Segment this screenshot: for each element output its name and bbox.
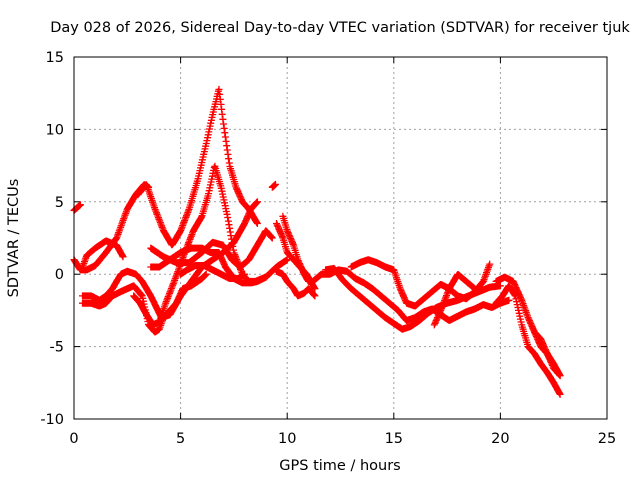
series-arc-7 [134,85,261,249]
series-arc-14 [279,212,312,285]
point-markers [273,267,319,300]
axis-ticks: 0 5 10 15 20 25 -10 -5 0 5 10 15 [40,50,616,447]
point-markers [147,227,276,271]
y-tick-label: -5 [50,340,64,356]
y-tick-label: 0 [55,267,64,283]
series-arc-10 [177,262,249,282]
series-arc-3 [79,237,127,271]
y-tick-label: 15 [46,50,64,66]
x-tick-label: 10 [278,431,296,447]
series-arc-11 [268,180,279,191]
point-markers [268,180,279,191]
point-markers [279,212,312,285]
y-tick-label: 5 [55,195,64,211]
point-markers [492,282,564,398]
chart-title: Day 028 of 2026, Sidereal Day-to-day VTE… [50,20,630,36]
y-tick-label: -10 [40,412,64,428]
y-tick-label: 10 [46,122,64,138]
series-arc-19 [492,282,564,398]
series-arc-5 [79,270,210,336]
x-tick-label: 15 [385,431,403,447]
series-arc-21 [531,328,564,380]
point-markers [430,271,479,329]
x-tick-label: 25 [598,431,616,447]
grid [74,57,607,419]
y-axis-label: SDTVAR / TECUs [6,179,22,298]
point-markers [147,244,270,287]
series-arc-9 [147,227,276,271]
series-arc-8 [147,244,270,287]
x-tick-label: 5 [176,431,185,447]
plot-area [70,85,564,398]
point-markers [134,85,261,249]
x-tick-label: 20 [491,431,509,447]
point-markers [531,328,564,380]
series-arc-1 [70,201,84,214]
series-arc-18 [430,271,479,329]
point-markers [177,262,249,282]
x-tick-label: 0 [69,431,78,447]
plot-frame [73,56,608,420]
point-markers [79,270,210,336]
point-markers [79,237,127,271]
x-axis-label: GPS time / hours [279,458,400,474]
series-arc-13 [273,267,319,300]
point-markers [70,201,84,214]
